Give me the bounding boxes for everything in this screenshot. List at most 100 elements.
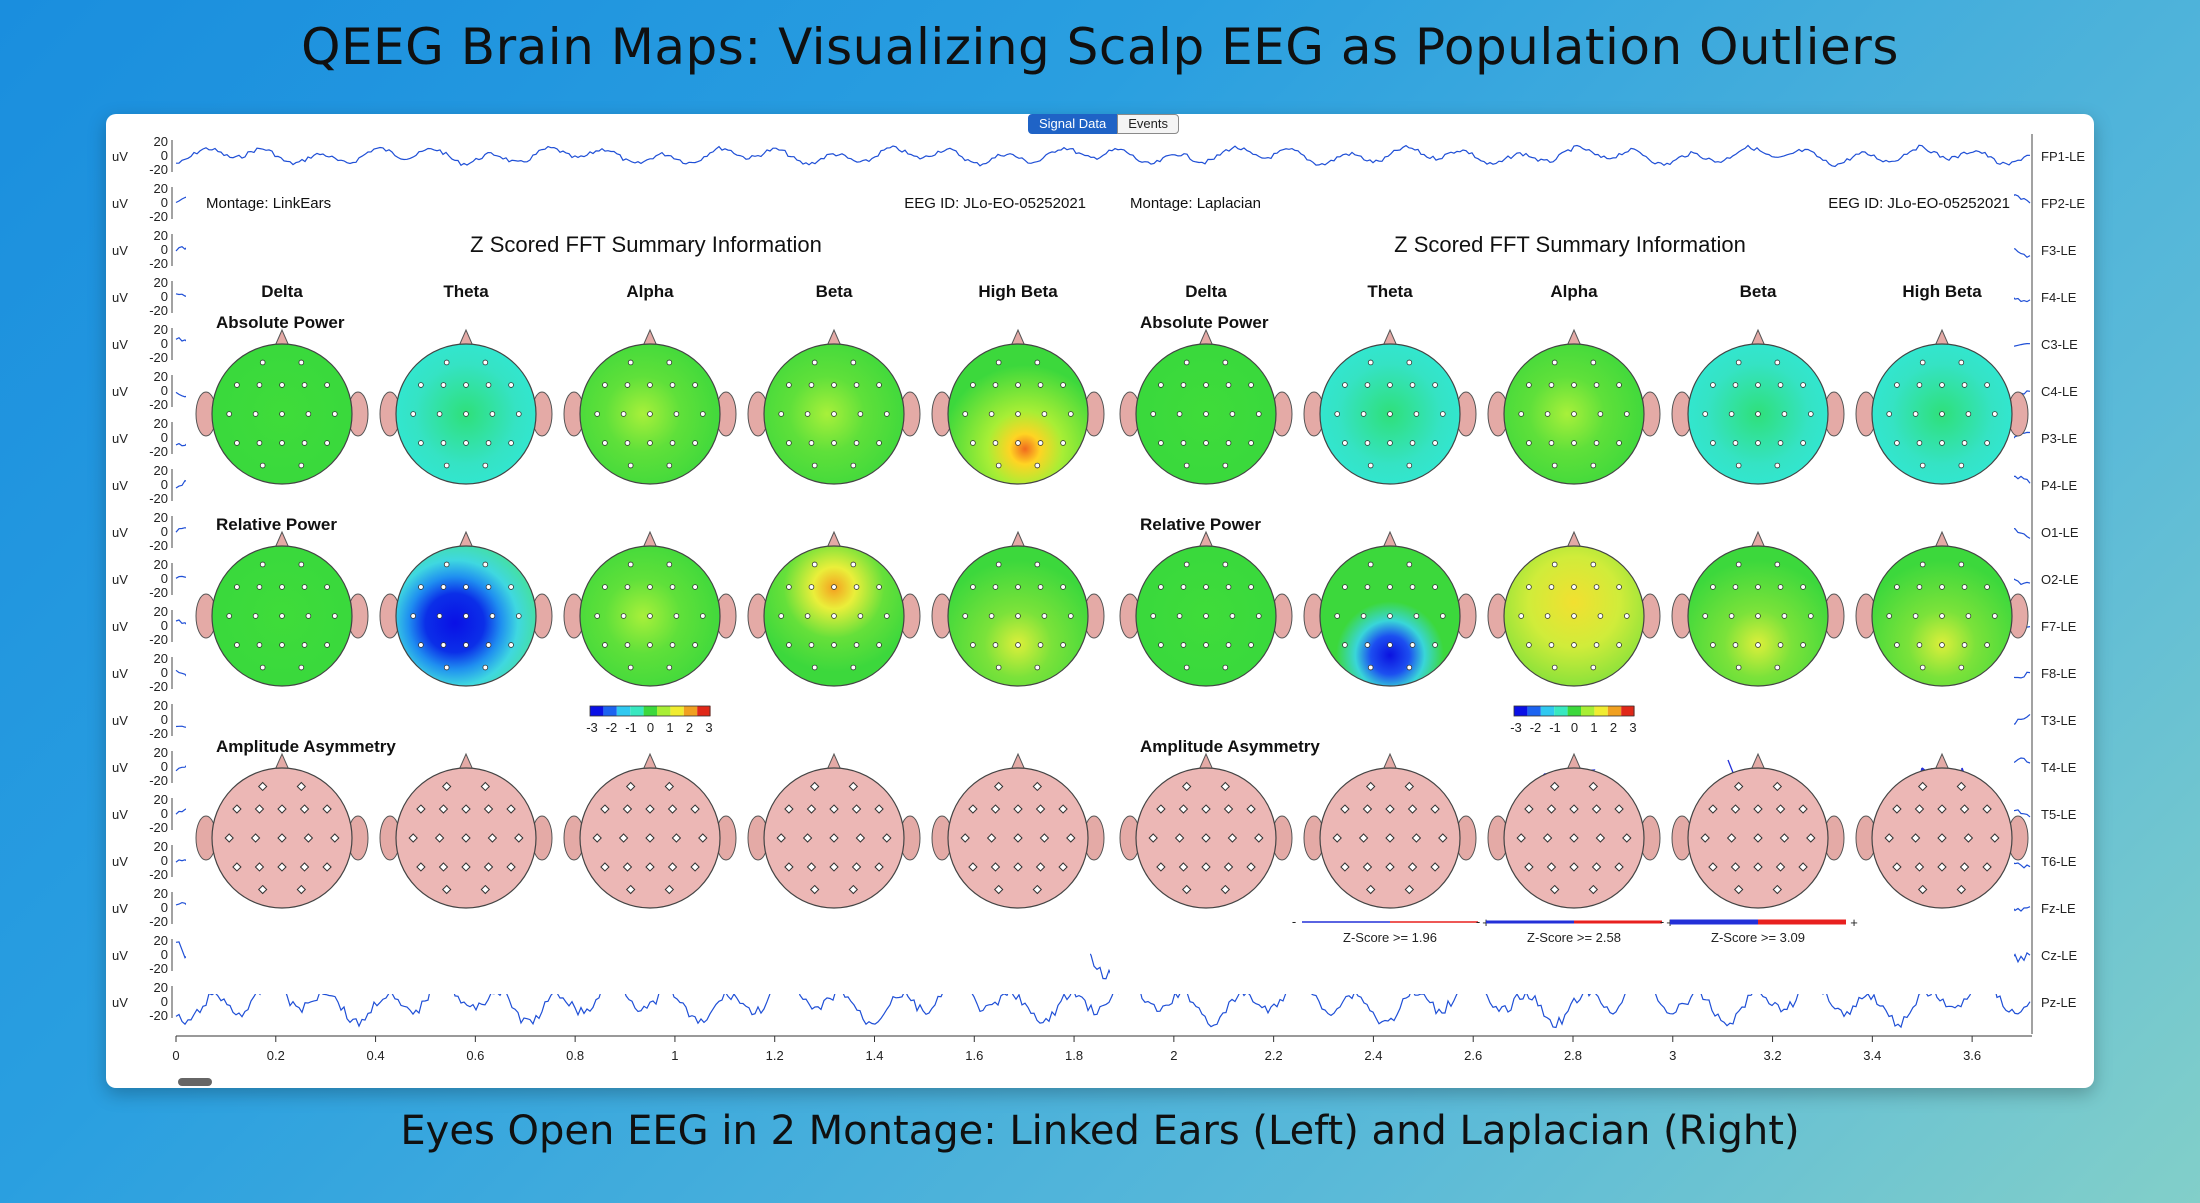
y-tick-label: -20 [149,726,168,741]
y-tick-label: 20 [154,228,168,243]
y-tick-label: -20 [149,303,168,318]
channel-unit-label: uV [112,760,128,775]
head-map-relative-power-beta [1671,530,1845,687]
head-map-absolute-power-delta [195,328,369,485]
tab-events[interactable]: Events [1117,114,1179,134]
channel-label: Fz-LE [2041,901,2076,916]
color-scale-tick: 0 [647,720,654,735]
band-label-alpha: Alpha [1550,282,1598,301]
y-tick-label: 20 [154,275,168,290]
head-map-absolute-power-beta [1671,328,1845,485]
channel-unit-label: uV [112,807,128,822]
band-label-high-beta: High Beta [978,282,1058,301]
channel-unit-label: uV [112,525,128,540]
montage-label: Montage: LinkEars [206,195,331,212]
y-tick-label: 0 [161,195,168,210]
row-label-amplitude-asymmetry: Amplitude Asymmetry [1140,737,1320,756]
y-tick-label: 20 [154,416,168,431]
head-map-amplitude-asymmetry-high-beta [931,752,1105,909]
y-tick-label: 20 [154,134,168,149]
eeg-viewer-window: Signal Data Events uV 20 0 -20 FP1-LE uV 20 0 -2… [106,114,2094,1088]
channel-label: C4-LE [2041,384,2078,399]
y-tick-label: -20 [149,820,168,835]
head-map-absolute-power-high-beta [1855,328,2029,485]
channel-unit-label: uV [112,948,128,963]
tab-signal-data[interactable]: Signal Data [1028,114,1118,134]
head-map-amplitude-asymmetry-beta [1671,752,1845,909]
y-tick-label: 0 [161,665,168,680]
y-tick-label: -20 [149,585,168,600]
channel-trace-fz-le: uV 200-20 Fz-LE [112,886,2076,929]
head-map-relative-power-high-beta [931,530,1105,687]
zscore-minus: - [1292,914,1296,929]
head-map-relative-power-delta [195,530,369,687]
y-tick-label: 20 [154,933,168,948]
y-tick-label: 0 [161,242,168,257]
y-tick-label: 0 [161,712,168,727]
color-scale-tick: 1 [666,720,673,735]
channel-label: FP2-LE [2041,196,2085,211]
horizontal-scrollbar-thumb[interactable] [178,1078,212,1086]
head-map-relative-power-beta [747,530,921,687]
y-tick-label: 0 [161,994,168,1009]
y-tick-label: 0 [161,430,168,445]
channel-trace-fp1-le: uV 200-20 FP1-LE [112,134,2085,177]
channel-label: P4-LE [2041,478,2077,493]
band-label-delta: Delta [1185,282,1227,301]
time-tick-label: 2.2 [1265,1048,1283,1063]
y-tick-label: 20 [154,792,168,807]
channel-label: F7-LE [2041,619,2077,634]
channel-label: F4-LE [2041,290,2077,305]
color-scale-bar: -3 -2 -1 0 1 2 3 [1510,705,1637,735]
band-label-theta: Theta [1367,282,1413,301]
row-label-relative-power: Relative Power [216,515,337,534]
y-tick-label: 20 [154,651,168,666]
time-tick-label: 3.2 [1764,1048,1782,1063]
zscore-label: Z-Score >= 2.58 [1527,930,1621,945]
channel-unit-label: uV [112,478,128,493]
channel-label: O1-LE [2041,525,2079,540]
head-map-relative-power-high-beta [1855,530,2029,687]
y-tick-label: -20 [149,679,168,694]
head-map-absolute-power-delta [1119,328,1293,485]
channel-label: P3-LE [2041,431,2077,446]
zscore-label: Z-Score >= 3.09 [1711,930,1805,945]
channel-unit-label: uV [112,431,128,446]
y-tick-label: 20 [154,839,168,854]
channel-unit-label: uV [112,713,128,728]
row-label-amplitude-asymmetry: Amplitude Asymmetry [216,737,396,756]
color-scale-bar: -3 -2 -1 0 1 2 3 [586,705,713,735]
color-scale-tick: -3 [586,720,598,735]
channel-unit-label: uV [112,995,128,1010]
color-scale-tick: 0 [1571,720,1578,735]
y-tick-label: -20 [149,961,168,976]
montage-label: Montage: Laplacian [1130,195,1261,212]
eeg-canvas: uV200-20FP1-LEuV200-20FP2-LEuV200-20F3-L… [112,134,2085,1063]
y-tick-label: 20 [154,322,168,337]
y-tick-label: 0 [161,853,168,868]
y-tick-label: 20 [154,980,168,995]
y-tick-label: 0 [161,900,168,915]
zscore-plus: + [1850,915,1858,930]
head-map-absolute-power-theta [379,328,553,485]
band-label-high-beta: High Beta [1902,282,1982,301]
channel-trace-t6-le: uV 200-20 T6-LE [112,839,2077,882]
y-tick-label: 20 [154,698,168,713]
color-scale-tick: 2 [1610,720,1617,735]
channel-trace-f7-le: uV 200-20 F7-LE [112,604,2077,647]
band-label-beta: Beta [816,282,853,301]
y-tick-label: -20 [149,1008,168,1023]
time-tick-label: 0.8 [566,1048,584,1063]
channel-unit-label: uV [112,149,128,164]
time-tick-label: 2.6 [1464,1048,1482,1063]
color-scale-tick: -1 [625,720,637,735]
y-tick-label: 0 [161,477,168,492]
time-tick-label: 1 [671,1048,678,1063]
y-tick-label: -20 [149,632,168,647]
channel-unit-label: uV [112,619,128,634]
color-scale-tick: 3 [705,720,712,735]
y-tick-label: -20 [149,914,168,929]
channel-trace-p3-le: uV 200-20 P3-LE [112,416,2077,459]
band-label-theta: Theta [443,282,489,301]
head-map-amplitude-asymmetry-delta [195,752,369,909]
